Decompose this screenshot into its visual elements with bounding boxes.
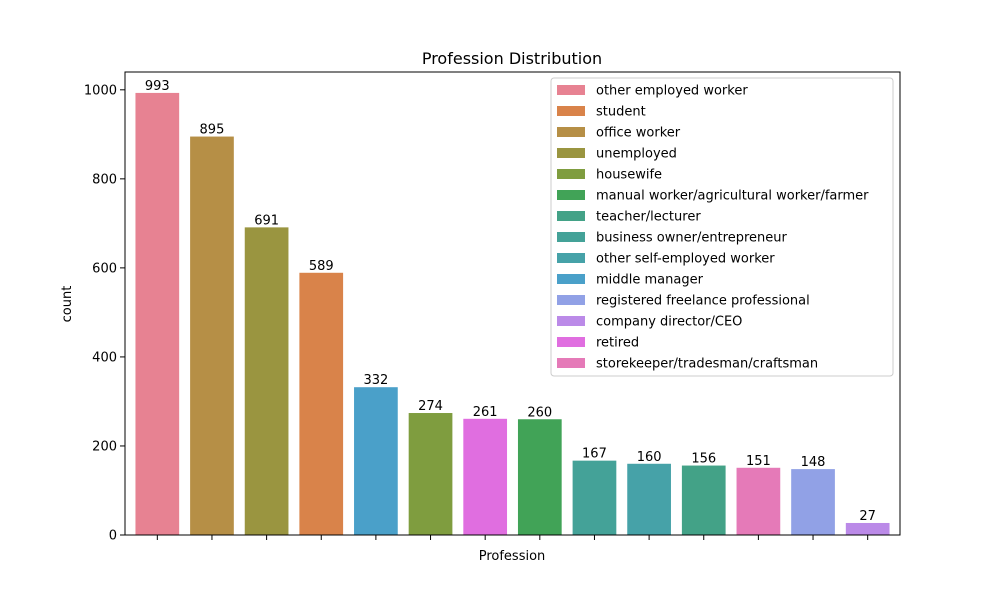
data-labels-layer: 993 895 691 589 332 274 261 260 167 160 156 151 148 2… [145, 79, 876, 524]
legend-swatch [557, 190, 585, 200]
legend-entry-label: other self-employed worker [596, 252, 775, 267]
legend: other employed worker student office worke… [550, 77, 894, 377]
legend-swatch [557, 337, 585, 347]
legend-entry-label: business owner/entrepreneur [596, 231, 788, 246]
x-axis-label: Profession [479, 549, 546, 564]
legend-swatch [557, 148, 585, 158]
y-tick-label: 800 [92, 172, 117, 187]
legend-entry-label: manual worker/agricultural worker/farmer [596, 189, 869, 204]
legend-swatch [557, 358, 585, 368]
data-label: 589 [309, 259, 334, 274]
data-label: 274 [418, 399, 443, 414]
bar-manual-worker-agricultural-worker-farmer [517, 419, 562, 535]
bar-unemployed [244, 227, 289, 535]
data-label: 167 [582, 447, 607, 462]
bar-registered-freelance-professional [791, 469, 835, 535]
legend-entry-label: company director/CEO [596, 315, 742, 330]
ticks-layer: 0 200 400 600 800 1000 [84, 83, 869, 544]
legend-entry-label: unemployed [596, 147, 677, 162]
bar-retired [463, 418, 508, 535]
legend-swatch [557, 232, 585, 242]
legend-swatch [557, 316, 585, 326]
data-label: 332 [363, 373, 388, 388]
y-axis-label: count [60, 286, 75, 323]
legend-swatch [557, 274, 585, 284]
bar-middle-manager [354, 387, 398, 535]
bars-layer [135, 92, 890, 536]
data-label: 261 [473, 405, 498, 420]
y-tick-label: 400 [92, 350, 117, 365]
bar-office-worker [190, 136, 234, 536]
data-label: 27 [859, 509, 876, 524]
legend-swatch [557, 127, 585, 137]
legend-entry-label: student [596, 105, 646, 120]
data-label: 151 [746, 454, 771, 469]
data-label: 148 [801, 455, 826, 470]
legend-entry-label: middle manager [596, 273, 704, 288]
legend-entry-label: storekeeper/tradesman/craftsman [596, 357, 818, 372]
legend-entry-label: other employed worker [596, 84, 748, 99]
bar-other-self-employed-worker [627, 463, 671, 535]
data-label: 895 [200, 123, 225, 138]
plot-frame [124, 71, 901, 536]
legend-swatch [557, 106, 585, 116]
legend-entry-label: retired [596, 336, 639, 351]
data-label: 260 [527, 405, 552, 420]
bar-business-owner-entrepreneur [572, 460, 617, 535]
bar-storekeeper-tradesman-craftsman [736, 467, 781, 535]
legend-box [550, 77, 894, 377]
legend-swatch [557, 211, 585, 221]
y-tick-label: 600 [92, 261, 117, 276]
legend-entry-label: teacher/lecturer [596, 210, 701, 225]
legend-swatch [557, 253, 585, 263]
data-label: 160 [637, 450, 662, 465]
y-tick-label: 0 [109, 529, 117, 544]
y-tick-label: 200 [92, 439, 117, 454]
data-label: 691 [254, 213, 279, 228]
legend-entry-label: registered freelance professional [596, 294, 810, 309]
y-tick-label: 1000 [84, 83, 117, 98]
bar-other-employed-worker [135, 92, 180, 536]
legend-entry-label: housewife [596, 168, 662, 183]
chart-title: Profession Distribution [422, 49, 602, 68]
data-label: 156 [691, 452, 716, 467]
bar-housewife [408, 413, 453, 535]
legend-swatch [557, 85, 585, 95]
legend-swatch [557, 169, 585, 179]
bar-company-director-ceo [845, 522, 890, 535]
bar-student [299, 272, 344, 535]
legend-entry-label: office worker [596, 126, 681, 141]
legend-swatch [557, 295, 585, 305]
data-label: 993 [145, 79, 170, 94]
bar-teacher-lecturer [681, 465, 726, 535]
